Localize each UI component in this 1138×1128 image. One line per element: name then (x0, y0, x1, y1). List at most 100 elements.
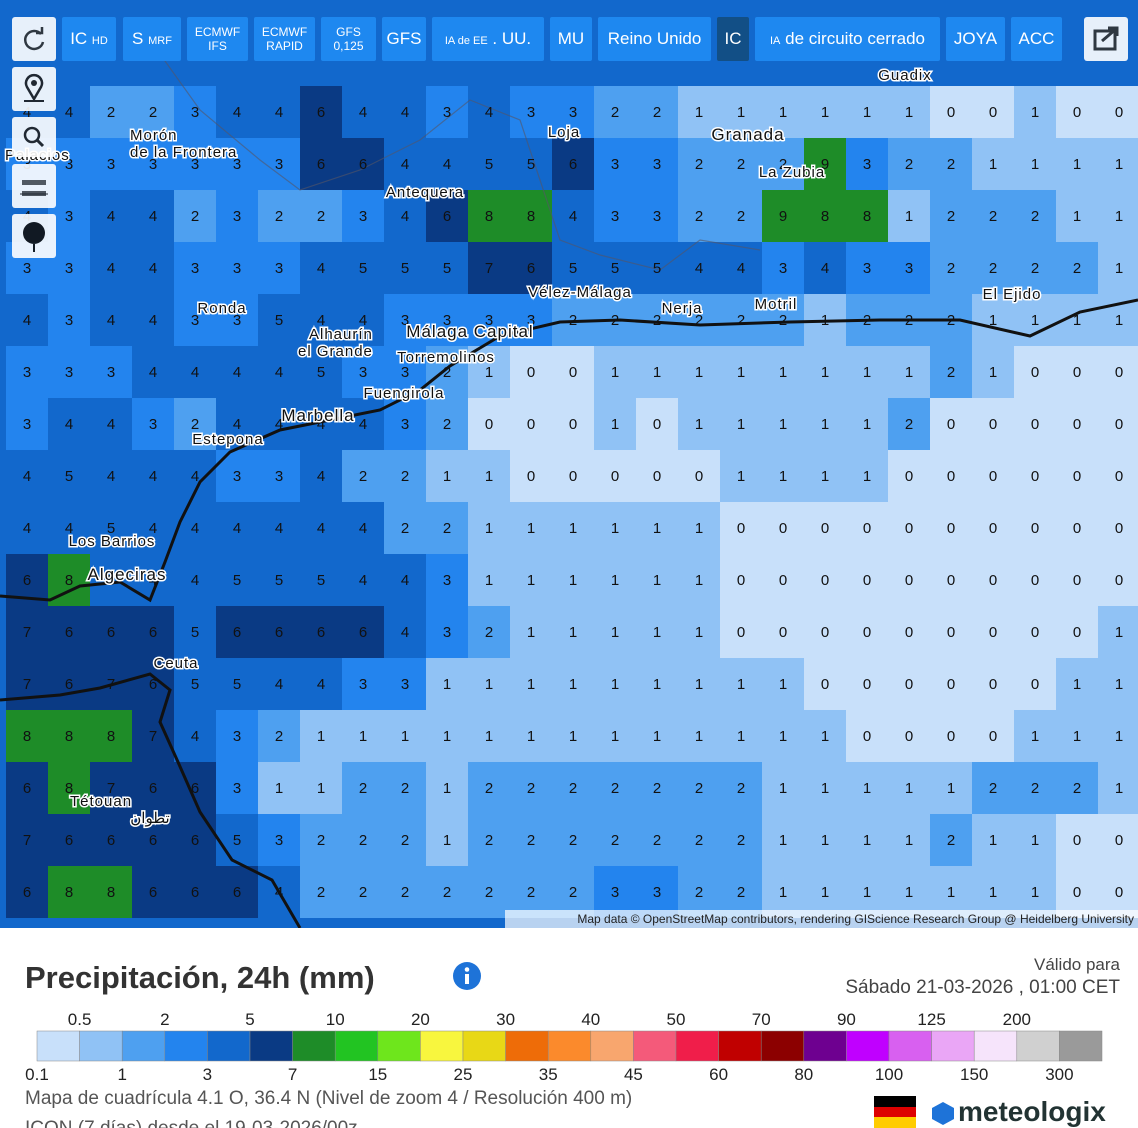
model-button[interactable]: Reino Unido (598, 17, 711, 61)
grid-cell (1098, 86, 1138, 138)
grid-cell (510, 242, 552, 294)
grid-cell (1056, 710, 1098, 762)
grid-value: 2 (1031, 260, 1039, 277)
model-button[interactable]: MU (550, 17, 592, 61)
zoom-button[interactable] (12, 117, 56, 157)
grid-value: 3 (65, 156, 73, 173)
grid-cell (258, 450, 300, 502)
grid-cell (552, 138, 594, 190)
grid-value: 1 (863, 364, 871, 381)
model-button[interactable]: IC HD (62, 17, 116, 61)
grid-value: 3 (65, 312, 73, 329)
grid-value: 3 (275, 832, 283, 849)
grid-value: 3 (149, 156, 157, 173)
grid-cell (174, 814, 216, 866)
grid-cell (762, 710, 804, 762)
grid-value: 1 (695, 572, 703, 589)
grid-value: 1 (821, 468, 829, 485)
info-icon[interactable] (452, 961, 482, 991)
grid-cell (762, 86, 804, 138)
grid-value: 1 (821, 780, 829, 797)
grid-value: 5 (527, 156, 535, 173)
grid-value: 4 (23, 312, 31, 329)
model-button[interactable]: JOYA (946, 17, 1005, 61)
grid-value: 1 (989, 832, 997, 849)
model-button[interactable]: GFS (382, 17, 426, 61)
grid-cell (552, 86, 594, 138)
grid-cell (468, 814, 510, 866)
location-button[interactable] (12, 67, 56, 111)
grid-cell (888, 242, 930, 294)
grid-value: 2 (653, 312, 661, 329)
grid-value: 1 (695, 676, 703, 693)
grid-cell (1098, 710, 1138, 762)
grid-value: 5 (485, 156, 493, 173)
grid-cell (636, 866, 678, 918)
legend-tick-label: 100 (875, 1065, 903, 1084)
grid-value: 2 (401, 468, 409, 485)
grid-cell (1014, 814, 1056, 866)
grid-cell (804, 658, 846, 710)
grid-cell (342, 502, 384, 554)
grid-cell (300, 710, 342, 762)
grid-value: 2 (611, 780, 619, 797)
grid-value: 1 (1073, 312, 1081, 329)
grid-cell (174, 190, 216, 242)
grid-cell (90, 294, 132, 346)
model-button[interactable]: IA de circuito cerrado (755, 17, 940, 61)
grid-cell (426, 814, 468, 866)
marker-toggle[interactable] (12, 214, 56, 258)
grid-cell (342, 346, 384, 398)
grid-value: 0 (947, 468, 955, 485)
grid-value: 1 (1115, 728, 1123, 745)
grid-value: 1 (527, 728, 535, 745)
grid-cell (258, 398, 300, 450)
grid-cell (720, 710, 762, 762)
grid-cell (762, 190, 804, 242)
grid-cell (300, 502, 342, 554)
grid-value: 4 (191, 572, 199, 589)
grid-value: 3 (275, 260, 283, 277)
grid-value: 0 (947, 416, 955, 433)
grid-cell (1098, 866, 1138, 918)
grid-cell (636, 814, 678, 866)
model-button[interactable]: ACC (1011, 17, 1062, 61)
grid-cell (426, 658, 468, 710)
grid-value: 3 (275, 468, 283, 485)
grid-value: 3 (191, 260, 199, 277)
grid-value: 0 (863, 520, 871, 537)
city-toggle[interactable] (12, 164, 56, 208)
grid-cell (174, 866, 216, 918)
grid-value: 0 (905, 676, 913, 693)
model-button[interactable]: S MRF (123, 17, 181, 61)
grid-cell (762, 658, 804, 710)
grid-value: 4 (149, 468, 157, 485)
grid-value: 1 (443, 832, 451, 849)
model-button[interactable]: ECMWF RAPID (254, 17, 315, 61)
grid-value: 1 (779, 364, 787, 381)
share-button[interactable] (1084, 17, 1128, 61)
model-button[interactable]: ECMWF IFS (187, 17, 248, 61)
model-button[interactable]: GFS 0,125 (321, 17, 376, 61)
grid-cell (720, 814, 762, 866)
grid-cell (636, 606, 678, 658)
grid-cell (930, 450, 972, 502)
grid-value: 3 (65, 208, 73, 225)
grid-cell (972, 398, 1014, 450)
grid-cell (930, 814, 972, 866)
grid-value: 2 (191, 208, 199, 225)
grid-cell (972, 294, 1014, 346)
model-button[interactable]: IA de EE . UU. (432, 17, 544, 61)
grid-cell (258, 346, 300, 398)
model-button[interactable]: IC (717, 17, 749, 61)
grid-value: 2 (611, 104, 619, 121)
grid-value: 0 (1073, 832, 1081, 849)
grid-value: 0 (1073, 520, 1081, 537)
grid-cell (342, 866, 384, 918)
place-label: Vélez-Málaga (528, 284, 632, 301)
refresh-button[interactable] (12, 17, 56, 61)
grid-value: 3 (359, 676, 367, 693)
grid-value: 1 (611, 676, 619, 693)
grid-cell (888, 866, 930, 918)
grid-cell (90, 502, 132, 554)
